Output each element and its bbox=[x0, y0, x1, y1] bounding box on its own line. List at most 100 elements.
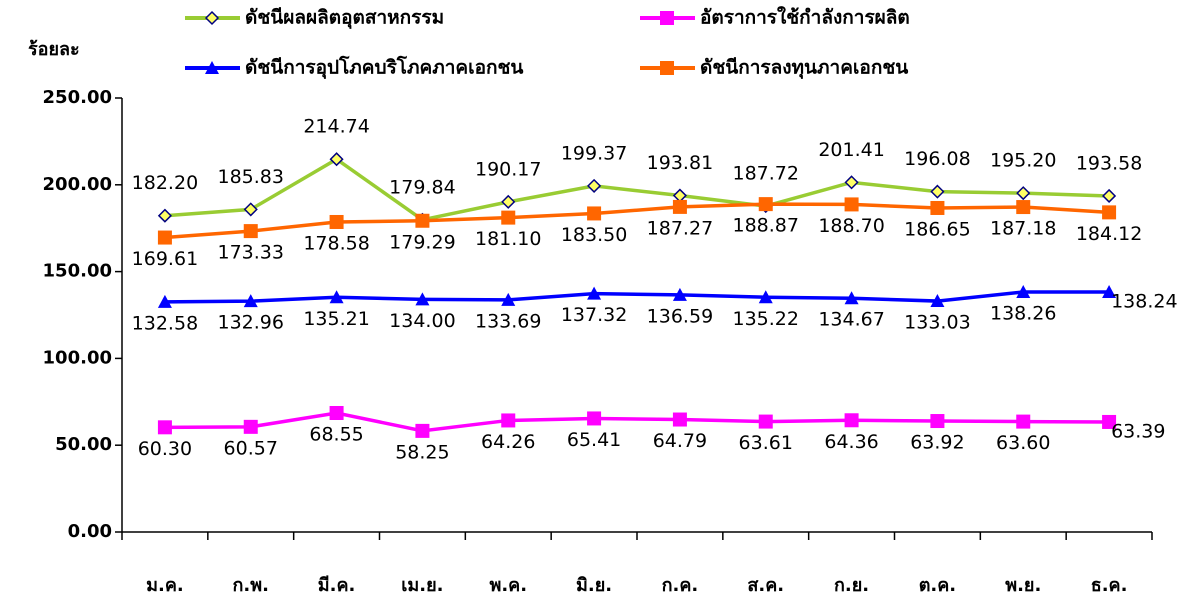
legend-marker bbox=[660, 11, 674, 25]
data-label: 63.92 bbox=[910, 432, 964, 454]
data-point bbox=[1016, 186, 1031, 201]
data-label: 58.25 bbox=[395, 441, 449, 463]
data-label: 138.26 bbox=[990, 302, 1056, 324]
x-tick-label: เม.ย. bbox=[401, 575, 443, 596]
data-point bbox=[501, 292, 516, 306]
data-label: 65.41 bbox=[567, 429, 621, 451]
data-point bbox=[415, 292, 430, 306]
data-label: 135.22 bbox=[733, 308, 799, 330]
data-point bbox=[501, 210, 516, 225]
data-point bbox=[501, 194, 516, 209]
x-tick-label: พ.ย. bbox=[1005, 575, 1041, 596]
y-tick-label: 100.00 bbox=[43, 347, 112, 368]
data-label: 201.41 bbox=[818, 139, 884, 161]
x-tick-label: ม.ค. bbox=[146, 575, 184, 596]
data-label: 137.32 bbox=[561, 304, 627, 326]
x-tick-label: มี.ค. bbox=[318, 575, 356, 596]
legend-marker bbox=[204, 10, 220, 26]
data-label: 63.61 bbox=[739, 432, 793, 454]
data-label: 135.21 bbox=[303, 308, 369, 330]
data-point bbox=[1016, 414, 1031, 429]
x-tick-label: พ.ค. bbox=[489, 575, 527, 596]
data-point bbox=[329, 290, 344, 304]
legend-marker bbox=[205, 61, 219, 74]
x-tick-label: ก.พ. bbox=[233, 575, 269, 596]
data-point bbox=[672, 199, 687, 214]
data-point bbox=[1016, 284, 1031, 298]
data-label: 187.18 bbox=[990, 218, 1056, 240]
data-point bbox=[243, 419, 258, 434]
data-label: 196.08 bbox=[904, 148, 970, 170]
data-point bbox=[930, 414, 945, 429]
data-label: 179.84 bbox=[389, 176, 455, 198]
data-label: 186.65 bbox=[904, 218, 970, 240]
data-point bbox=[758, 414, 773, 429]
data-label: 188.70 bbox=[818, 215, 884, 237]
data-point bbox=[1102, 205, 1117, 220]
data-point bbox=[844, 197, 859, 212]
data-point bbox=[157, 208, 172, 223]
x-tick-label: ก.ค. bbox=[662, 575, 699, 596]
data-point bbox=[930, 294, 945, 308]
legend-label: ดัชนีการลงทุนภาคเอกชน bbox=[700, 57, 908, 80]
data-label: 63.39 bbox=[1111, 420, 1165, 442]
data-point bbox=[1102, 188, 1117, 204]
data-label: 179.29 bbox=[389, 231, 455, 253]
data-label: 63.60 bbox=[996, 432, 1050, 454]
x-tick-label: ส.ค. bbox=[747, 575, 784, 596]
data-point bbox=[329, 405, 344, 420]
data-label: 132.58 bbox=[132, 312, 198, 334]
y-tick-label: 50.00 bbox=[55, 434, 112, 455]
x-tick-label: ธ.ค. bbox=[1091, 575, 1128, 596]
data-label: 181.10 bbox=[475, 228, 541, 250]
data-point bbox=[329, 214, 344, 229]
data-label: 169.61 bbox=[132, 248, 198, 270]
data-point bbox=[587, 206, 602, 221]
data-point bbox=[672, 287, 687, 301]
data-label: 193.81 bbox=[647, 152, 713, 174]
data-label: 134.67 bbox=[818, 309, 884, 331]
legend-label: ดัชนีการอุปโภคบริโภคภาคเอกชน bbox=[245, 56, 523, 80]
data-point bbox=[1102, 285, 1117, 299]
data-point bbox=[243, 224, 258, 239]
data-point bbox=[930, 184, 945, 199]
data-point bbox=[1102, 414, 1117, 429]
data-point bbox=[587, 286, 602, 300]
data-label: 199.37 bbox=[561, 142, 627, 164]
data-label: 187.27 bbox=[647, 217, 713, 239]
data-label: 136.59 bbox=[647, 305, 713, 327]
data-label: 60.57 bbox=[224, 437, 278, 459]
data-point bbox=[329, 152, 344, 167]
y-tick-label: 250.00 bbox=[43, 87, 112, 108]
data-point bbox=[243, 202, 258, 217]
data-point bbox=[1016, 200, 1031, 215]
data-label: 193.58 bbox=[1076, 152, 1142, 174]
data-label: 188.87 bbox=[733, 215, 799, 237]
data-point bbox=[758, 290, 773, 304]
data-point bbox=[587, 411, 602, 426]
series-line bbox=[164, 157, 1110, 222]
data-label: 134.00 bbox=[389, 310, 455, 332]
x-tick-label: มิ.ย. bbox=[576, 575, 612, 596]
data-label: 185.83 bbox=[218, 166, 284, 188]
x-tick-label: ก.ย. bbox=[834, 575, 869, 596]
data-label: 183.50 bbox=[561, 224, 627, 246]
data-point bbox=[157, 230, 172, 245]
data-point bbox=[157, 420, 172, 435]
data-label: 60.30 bbox=[138, 438, 192, 460]
data-point bbox=[587, 178, 602, 193]
y-tick-label: 0.00 bbox=[68, 521, 112, 542]
data-point bbox=[157, 294, 172, 308]
data-point bbox=[844, 291, 859, 305]
data-label: 64.36 bbox=[824, 431, 878, 453]
data-point bbox=[930, 200, 945, 215]
series-line bbox=[164, 290, 1110, 304]
y-tick-label: 200.00 bbox=[43, 174, 112, 195]
data-label: 64.79 bbox=[653, 430, 707, 452]
data-label: 214.74 bbox=[303, 116, 369, 138]
data-point bbox=[844, 175, 859, 190]
data-label: 178.58 bbox=[303, 232, 369, 254]
data-label: 132.96 bbox=[218, 312, 284, 334]
data-label: 187.72 bbox=[733, 163, 799, 185]
